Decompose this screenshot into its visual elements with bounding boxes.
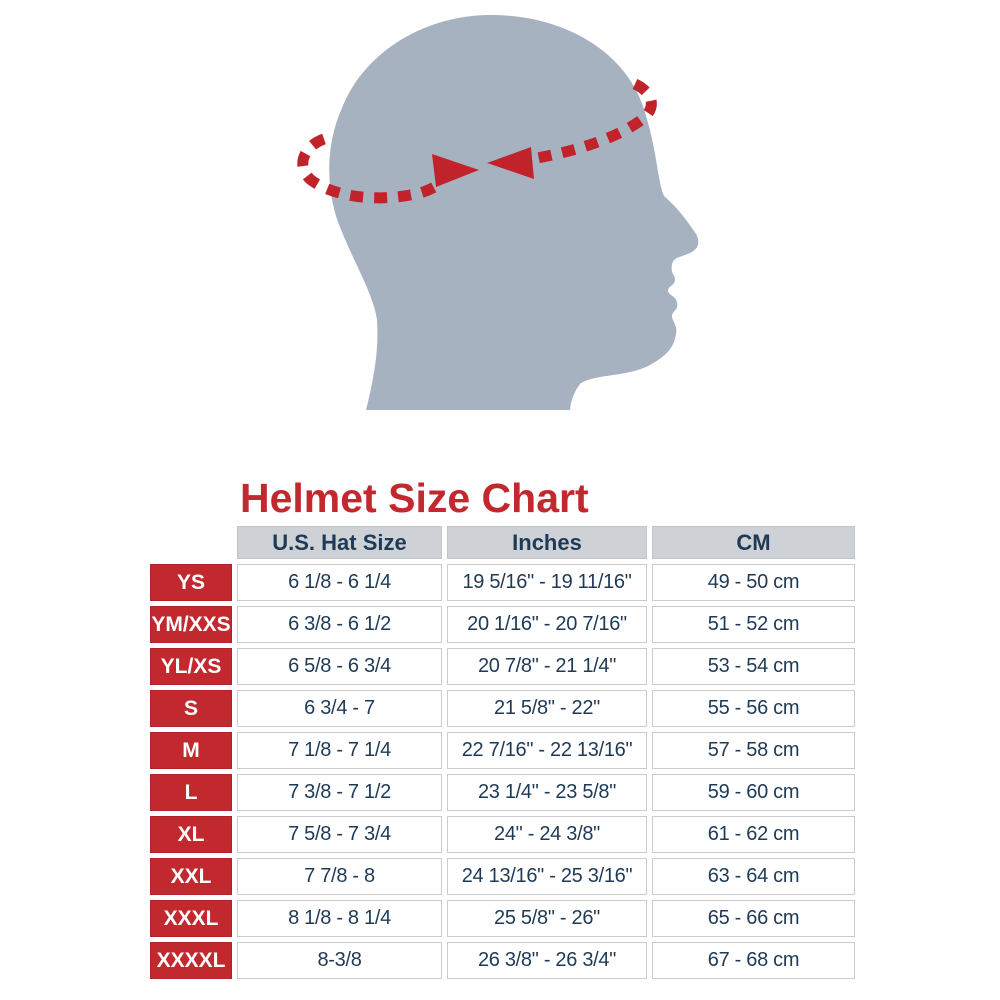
cm-cell: 63 - 64 cm: [652, 858, 855, 895]
cm-cell: 57 - 58 cm: [652, 732, 855, 769]
table-row: XXXL 8 1/8 - 8 1/4 25 5/8" - 26" 65 - 66…: [150, 900, 855, 937]
head-measurement-illustration: [297, 14, 699, 411]
inches-cell: 25 5/8" - 26": [447, 900, 647, 937]
cm-cell: 59 - 60 cm: [652, 774, 855, 811]
row-label-m: M: [150, 732, 232, 769]
hat-size-cell: 8 1/8 - 8 1/4: [237, 900, 442, 937]
table-header-row: U.S. Hat Size Inches CM: [150, 526, 855, 559]
inches-cell: 23 1/4" - 23 5/8": [447, 774, 647, 811]
cm-cell: 67 - 68 cm: [652, 942, 855, 979]
cm-cell: 55 - 56 cm: [652, 690, 855, 727]
hat-size-cell: 6 3/8 - 6 1/2: [237, 606, 442, 643]
inches-cell: 19 5/16" - 19 11/16": [447, 564, 647, 601]
helmet-size-table: U.S. Hat Size Inches CM YS 6 1/8 - 6 1/4…: [145, 521, 860, 984]
cm-cell: 49 - 50 cm: [652, 564, 855, 601]
corner-spacer: [150, 526, 232, 559]
row-label-xxxxl: XXXXL: [150, 942, 232, 979]
inches-cell: 22 7/16" - 22 13/16": [447, 732, 647, 769]
cm-cell: 51 - 52 cm: [652, 606, 855, 643]
cm-cell: 61 - 62 cm: [652, 816, 855, 853]
row-label-l: L: [150, 774, 232, 811]
measuring-tape-front-dashes-icon: [297, 133, 447, 204]
inches-cell: 20 1/16" - 20 7/16": [447, 606, 647, 643]
table-row: L 7 3/8 - 7 1/2 23 1/4" - 23 5/8" 59 - 6…: [150, 774, 855, 811]
table-row: YM/XXS 6 3/8 - 6 1/2 20 1/16" - 20 7/16"…: [150, 606, 855, 643]
inches-cell: 24 13/16" - 25 3/16": [447, 858, 647, 895]
hat-size-cell: 6 5/8 - 6 3/4: [237, 648, 442, 685]
cm-cell: 65 - 66 cm: [652, 900, 855, 937]
table-row: YS 6 1/8 - 6 1/4 19 5/16" - 19 11/16" 49…: [150, 564, 855, 601]
table-row: XXL 7 7/8 - 8 24 13/16" - 25 3/16" 63 - …: [150, 858, 855, 895]
hat-size-cell: 7 3/8 - 7 1/2: [237, 774, 442, 811]
cm-cell: 53 - 54 cm: [652, 648, 855, 685]
table-row: YL/XS 6 5/8 - 6 3/4 20 7/8" - 21 1/4" 53…: [150, 648, 855, 685]
row-label-yl-xs: YL/XS: [150, 648, 232, 685]
row-label-ym-xxs: YM/XXS: [150, 606, 232, 643]
head-profile-silhouette-icon: [329, 14, 699, 411]
hat-size-cell: 6 1/8 - 6 1/4: [237, 564, 442, 601]
hat-size-cell: 6 3/4 - 7: [237, 690, 442, 727]
inches-cell: 24" - 24 3/8": [447, 816, 647, 853]
row-label-xl: XL: [150, 816, 232, 853]
inches-cell: 21 5/8" - 22": [447, 690, 647, 727]
page-title: Helmet Size Chart: [240, 475, 589, 521]
table-row: M 7 1/8 - 7 1/4 22 7/16" - 22 13/16" 57 …: [150, 732, 855, 769]
column-header-inches: Inches: [447, 526, 647, 559]
row-label-xxl: XXL: [150, 858, 232, 895]
hat-size-cell: 7 5/8 - 7 3/4: [237, 816, 442, 853]
hat-size-cell: 7 7/8 - 8: [237, 858, 442, 895]
table-row: XXXXL 8-3/8 26 3/8" - 26 3/4" 67 - 68 cm: [150, 942, 855, 979]
inches-cell: 20 7/8" - 21 1/4": [447, 648, 647, 685]
column-header-hat-size: U.S. Hat Size: [237, 526, 442, 559]
row-label-ys: YS: [150, 564, 232, 601]
row-label-xxxl: XXXL: [150, 900, 232, 937]
inches-cell: 26 3/8" - 26 3/4": [447, 942, 647, 979]
table-row: S 6 3/4 - 7 21 5/8" - 22" 55 - 56 cm: [150, 690, 855, 727]
column-header-cm: CM: [652, 526, 855, 559]
measuring-tape-back-dashes-icon: [531, 79, 657, 165]
hat-size-cell: 7 1/8 - 7 1/4: [237, 732, 442, 769]
measure-arrow-left-icon: [487, 147, 534, 179]
hat-size-cell: 8-3/8: [237, 942, 442, 979]
table-row: XL 7 5/8 - 7 3/4 24" - 24 3/8" 61 - 62 c…: [150, 816, 855, 853]
measure-arrow-right-icon: [432, 154, 479, 187]
row-label-s: S: [150, 690, 232, 727]
